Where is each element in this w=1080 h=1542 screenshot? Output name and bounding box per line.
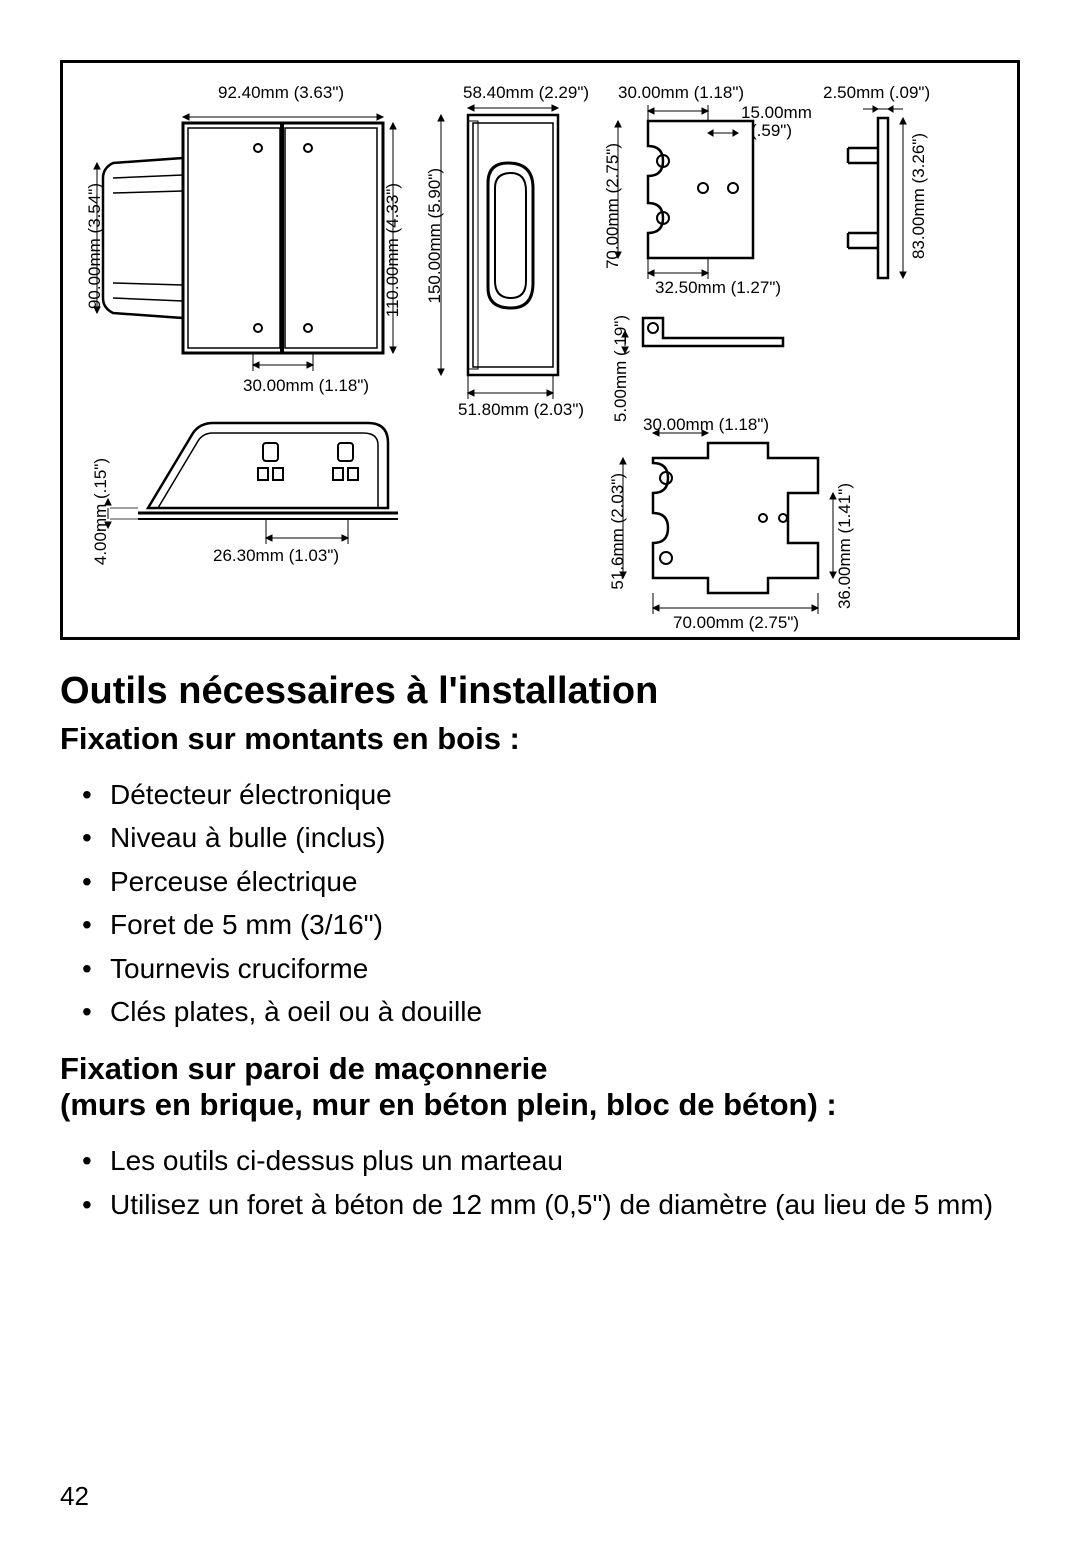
list-item: Utilisez un foret à béton de 12 mm (0,5"… <box>110 1183 1020 1226</box>
subsection-heading-wood: Fixation sur montants en bois : <box>60 721 1020 757</box>
technical-diagram-frame: 92.40mm (3.63") 90.00mm (3.54") 110.00mm… <box>60 60 1020 640</box>
list-item: Détecteur électronique <box>110 773 1020 816</box>
dim-label: 90.00mm (3.54") <box>85 183 105 309</box>
dim-label: 26.30mm (1.03") <box>213 546 339 566</box>
dim-label: 32.50mm (1.27") <box>655 278 781 298</box>
part-5-drawing <box>613 303 803 373</box>
dim-label: 58.40mm (2.29") <box>463 83 589 103</box>
list-item: Tournevis cruciforme <box>110 947 1020 990</box>
heading-line: Fixation sur paroi de maçonnerie <box>60 1051 548 1086</box>
dim-label: 150.00mm (5.90") <box>425 168 445 304</box>
tools-list-wood: Détecteur électronique Niveau à bulle (i… <box>60 773 1020 1033</box>
heading-line: (murs en brique, mur en béton plein, blo… <box>60 1087 837 1122</box>
subsection-heading-masonry: Fixation sur paroi de maçonnerie (murs e… <box>60 1051 1020 1123</box>
dim-label: 51.80mm (2.03") <box>458 400 584 420</box>
dim-label: 51.6mm (2.03") <box>608 473 628 590</box>
dim-label: 30.00mm (1.18") <box>618 83 744 103</box>
dim-label: 30.00mm (1.18") <box>243 376 369 396</box>
dim-label: 5.00mm (.19") <box>611 315 631 422</box>
dim-label: 92.40mm (3.63") <box>218 83 344 103</box>
dim-label: 110.00mm (4.33") <box>383 183 403 317</box>
dim-label: 70.00mm (2.75") <box>603 143 623 269</box>
dim-label: 15.00mm <box>741 103 812 123</box>
list-item: Les outils ci-dessus plus un marteau <box>110 1139 1020 1182</box>
part-7-drawing <box>608 423 868 633</box>
page-number: 42 <box>60 1481 89 1512</box>
dim-label: 36.00mm (1.41") <box>835 483 855 609</box>
tools-list-masonry: Les outils ci-dessus plus un marteau Uti… <box>60 1139 1020 1226</box>
dim-label: (.59") <box>751 121 792 141</box>
list-item: Niveau à bulle (inclus) <box>110 816 1020 859</box>
part-2-drawing <box>433 103 583 413</box>
dim-label: 4.00mm (.15") <box>91 458 111 565</box>
list-item: Foret de 5 mm (3/16") <box>110 903 1020 946</box>
dim-label: 83.00mm (3.26") <box>909 133 929 259</box>
list-item: Perceuse électrique <box>110 860 1020 903</box>
dim-label: 70.00mm (2.75") <box>673 613 799 633</box>
dim-label: 2.50mm (.09") <box>823 83 930 103</box>
list-item: Clés plates, à oeil ou à douille <box>110 990 1020 1033</box>
part-1-drawing <box>93 113 403 373</box>
section-heading: Outils nécessaires à l'installation <box>60 670 1020 713</box>
dim-label: 30.00mm (1.18") <box>643 415 769 435</box>
